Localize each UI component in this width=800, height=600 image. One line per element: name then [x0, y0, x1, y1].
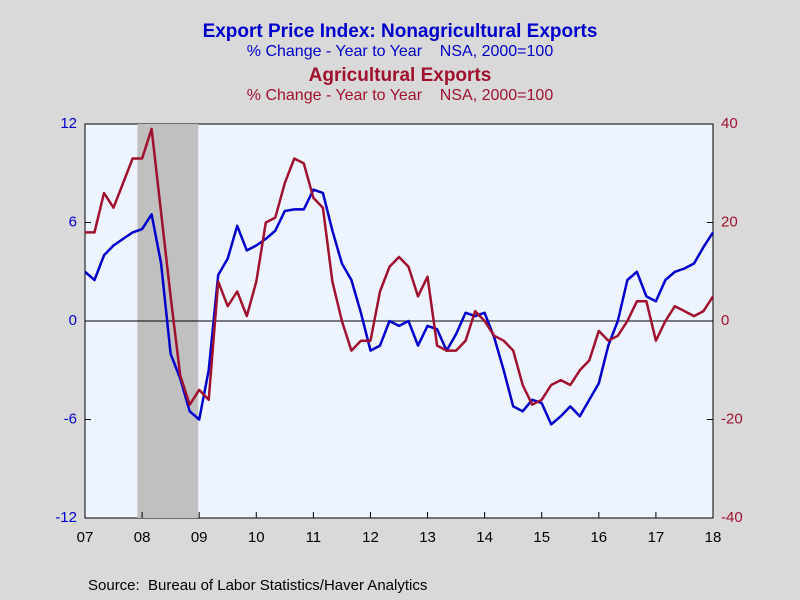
chart-subtitle-2: % Change - Year to Year NSA, 2000=100	[247, 87, 554, 104]
y-tick-label: 12	[60, 115, 77, 132]
x-tick-label: 14	[476, 529, 493, 546]
x-tick-label: 11	[306, 529, 322, 546]
y-tick-label: -6	[64, 410, 77, 427]
y-tick-label: 0	[69, 312, 77, 329]
x-tick-label: 12	[362, 529, 379, 546]
x-tick-label: 09	[191, 529, 208, 546]
y2-tick-label: 20	[721, 213, 738, 230]
y2-tick-label: -40	[721, 509, 743, 526]
chart-subtitle: % Change - Year to Year NSA, 2000=100	[247, 43, 554, 60]
y-tick-label: -12	[55, 509, 77, 526]
x-tick-label: 16	[590, 529, 607, 546]
y2-tick-label: -20	[721, 410, 743, 427]
x-tick-label: 07	[77, 529, 94, 546]
x-tick-label: 08	[134, 529, 151, 546]
series-line	[84, 188, 715, 426]
y2-tick-label: 40	[721, 115, 738, 132]
x-tick-label: 18	[705, 529, 722, 546]
x-tick-label: 13	[419, 529, 436, 546]
chart-title-2: Agricultural Exports	[309, 65, 492, 86]
series-line	[85, 127, 715, 406]
y2-tick-label: 0	[721, 312, 729, 329]
y-tick-label: 6	[69, 213, 77, 230]
x-tick-label: 10	[248, 529, 265, 546]
x-tick-label: 17	[648, 529, 665, 546]
chart-title: Export Price Index: Nonagricultural Expo…	[203, 21, 598, 42]
x-tick-label: 15	[533, 529, 550, 546]
source: Source: Bureau of Labor Statistics/Haver…	[88, 577, 427, 594]
